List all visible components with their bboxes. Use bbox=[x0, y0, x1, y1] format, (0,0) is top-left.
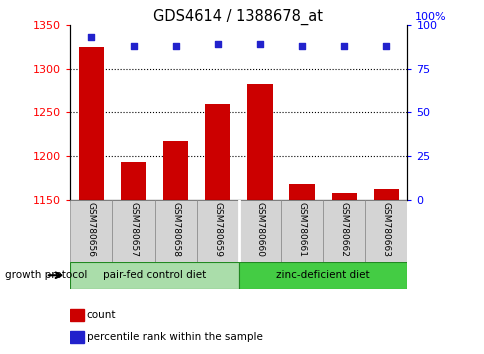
Text: GSM780661: GSM780661 bbox=[297, 202, 306, 257]
Text: GSM780657: GSM780657 bbox=[129, 202, 138, 257]
Bar bbox=[154, 200, 197, 262]
Point bbox=[87, 34, 95, 40]
Point bbox=[298, 43, 305, 48]
Point bbox=[256, 41, 263, 47]
Bar bbox=[70, 262, 238, 289]
Bar bbox=[121, 162, 146, 200]
Bar bbox=[280, 200, 322, 262]
Bar bbox=[197, 200, 238, 262]
Point bbox=[340, 43, 348, 48]
Bar bbox=[322, 200, 364, 262]
Bar bbox=[331, 193, 356, 200]
Text: percentile rank within the sample: percentile rank within the sample bbox=[87, 332, 262, 342]
Bar bbox=[238, 200, 280, 262]
Bar bbox=[163, 141, 188, 200]
Text: GSM780658: GSM780658 bbox=[171, 202, 180, 257]
Point bbox=[129, 43, 137, 48]
Text: 100%: 100% bbox=[413, 12, 445, 22]
Point bbox=[382, 43, 390, 48]
Text: GSM780659: GSM780659 bbox=[213, 202, 222, 257]
Bar bbox=[112, 200, 154, 262]
Bar bbox=[373, 189, 398, 200]
Text: zinc-deficient diet: zinc-deficient diet bbox=[276, 270, 369, 280]
Bar bbox=[247, 84, 272, 200]
Text: GDS4614 / 1388678_at: GDS4614 / 1388678_at bbox=[152, 9, 322, 25]
Point bbox=[213, 41, 221, 47]
Bar bbox=[238, 262, 407, 289]
Point bbox=[171, 43, 179, 48]
Bar bbox=[78, 47, 104, 200]
Bar bbox=[70, 200, 112, 262]
Text: count: count bbox=[87, 310, 116, 320]
Bar bbox=[70, 309, 84, 321]
Bar bbox=[70, 331, 84, 343]
Bar bbox=[364, 200, 407, 262]
Bar bbox=[205, 104, 230, 200]
Text: GSM780662: GSM780662 bbox=[339, 202, 348, 257]
Text: growth protocol: growth protocol bbox=[5, 270, 87, 280]
Text: GSM780656: GSM780656 bbox=[87, 202, 96, 257]
Text: pair-fed control diet: pair-fed control diet bbox=[103, 270, 206, 280]
Text: GSM780660: GSM780660 bbox=[255, 202, 264, 257]
Text: GSM780663: GSM780663 bbox=[381, 202, 390, 257]
Bar bbox=[289, 184, 314, 200]
